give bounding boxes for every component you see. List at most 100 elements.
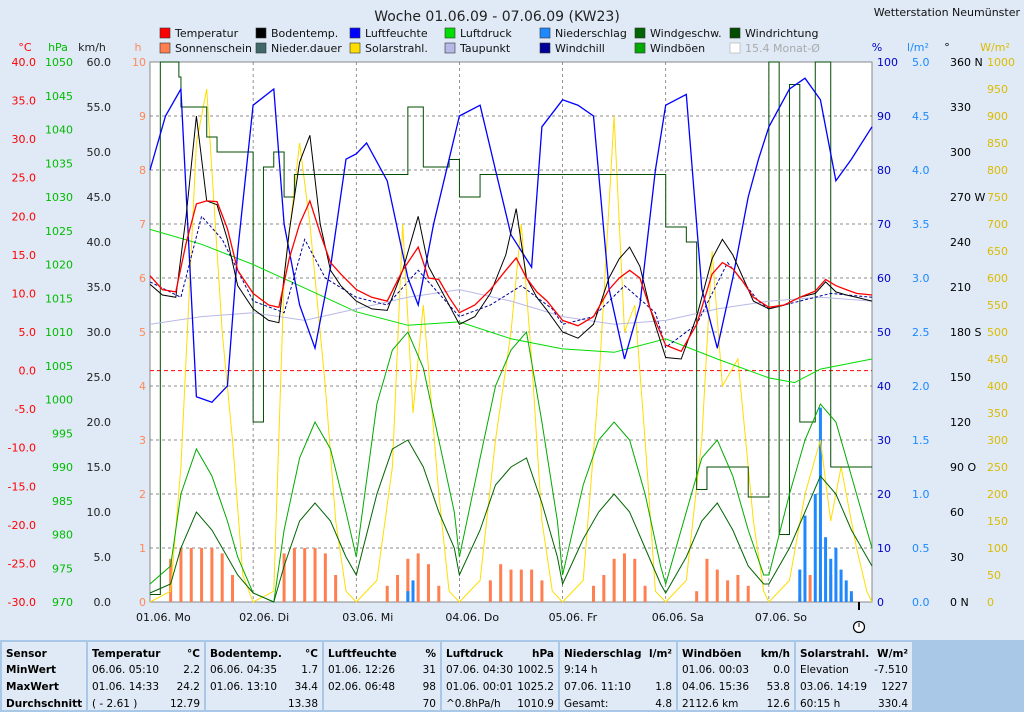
axis-tick-dir: 270 W bbox=[950, 191, 985, 204]
axis-tick-solar: 150 bbox=[987, 515, 1008, 528]
axis-tick-wind: 5.0 bbox=[94, 551, 112, 564]
stats-cell: 1.7 bbox=[301, 664, 318, 676]
axis-tick-temp: 0.0 bbox=[19, 365, 37, 378]
legend-swatch bbox=[729, 27, 741, 39]
axis-tick-humid: 20 bbox=[877, 488, 891, 501]
series-sonnenschein-bar bbox=[736, 575, 740, 602]
axis-tick-wind: 50.0 bbox=[87, 146, 112, 159]
axis-tick-temp: 5.0 bbox=[19, 326, 37, 339]
axis-tick-temp: -5.0 bbox=[15, 403, 36, 416]
axis-tick-solar: 450 bbox=[987, 353, 1008, 366]
legend-label: Temperatur bbox=[174, 27, 239, 40]
axis-tick-solar: 1000 bbox=[987, 56, 1015, 69]
axis-tick-dir: 150 bbox=[950, 371, 971, 384]
axis-tick-rain: 0.5 bbox=[912, 542, 930, 555]
axis-tick-humid: 100 bbox=[877, 56, 898, 69]
axis-tick-pres: 995 bbox=[52, 427, 73, 440]
legend-label: Windchill bbox=[555, 42, 605, 55]
series-sonnenschein-bar bbox=[746, 585, 750, 602]
axis-tick-pres: 1015 bbox=[45, 292, 73, 305]
axis-tick-dir: 360 N bbox=[950, 56, 983, 69]
x-axis-day-label: 01.06. Mo bbox=[136, 611, 191, 624]
series-niederschlag-bar bbox=[844, 580, 848, 602]
axis-tick-humid: 50 bbox=[877, 326, 891, 339]
axis-tick-dir: 300 bbox=[950, 146, 971, 159]
axis-tick-pres: 1050 bbox=[45, 56, 73, 69]
series-temperatur-line bbox=[149, 199, 873, 353]
stats-cell: 0.0 bbox=[773, 664, 790, 676]
stats-cell: 1227 bbox=[881, 681, 908, 693]
stats-cell: 2112.6 km bbox=[682, 698, 739, 710]
stats-cell: Luftfeuchte bbox=[328, 648, 397, 660]
stats-cell: 1002.5 bbox=[517, 664, 554, 676]
axis-tick-solar: 0 bbox=[987, 596, 994, 609]
axis-tick-pres: 980 bbox=[52, 529, 73, 542]
stats-cell: % bbox=[425, 648, 436, 660]
stats-cell: Bodentemp. bbox=[210, 648, 282, 660]
series-sonnenschein-bar bbox=[231, 575, 235, 602]
axis-tick-dir: 330 bbox=[950, 101, 971, 114]
series-niederschlag-bar bbox=[406, 591, 410, 602]
series-niederschlag-bar bbox=[839, 569, 843, 602]
axis-tick-temp: 35.0 bbox=[12, 95, 37, 108]
series-sonnenschein-bar bbox=[592, 585, 596, 602]
axis-tick-wind: 30.0 bbox=[87, 326, 112, 339]
stats-cell: 13.38 bbox=[287, 698, 318, 710]
stats-cell: 9:14 h bbox=[564, 664, 598, 676]
stats-cell: 01.06. 14:33 bbox=[92, 681, 159, 693]
stats-cell: 4.8 bbox=[655, 698, 672, 710]
axis-tick-hours: 6 bbox=[139, 272, 146, 285]
axis-tick-humid: 60 bbox=[877, 272, 891, 285]
series-windgeschw--line bbox=[149, 439, 873, 603]
stats-cell: hPa bbox=[532, 648, 554, 660]
axis-tick-dir: 0 N bbox=[950, 596, 969, 609]
series-sonnenschein-bar bbox=[509, 569, 513, 602]
axis-tick-temp: 40.0 bbox=[12, 56, 37, 69]
stats-cell: 34.4 bbox=[294, 681, 318, 693]
axis-tick-dir: 240 bbox=[950, 236, 971, 249]
axis-tick-solar: 100 bbox=[987, 542, 1008, 555]
series-sonnenschein-bar bbox=[643, 585, 647, 602]
series-sonnenschein-bar bbox=[200, 548, 204, 602]
axis-tick-humid: 0 bbox=[877, 596, 884, 609]
stats-cell: Sensor bbox=[6, 648, 47, 660]
legend-label: Windgeschw. bbox=[650, 27, 722, 40]
stats-column: Luftdruck hPa 07.06. 04:30 1002.5 01.06. 00:… bbox=[442, 642, 558, 710]
series-sonnenschein-bar bbox=[530, 569, 534, 602]
stats-cell: km/h bbox=[760, 648, 790, 660]
legend-label: Windrichtung bbox=[745, 27, 818, 40]
axis-tick-temp: 10.0 bbox=[12, 287, 37, 300]
stats-cell: 01.06. 00:03 bbox=[682, 664, 749, 676]
stats-cell: ( - 2.61 ) bbox=[92, 698, 138, 710]
axis-tick-wind: 35.0 bbox=[87, 281, 112, 294]
stats-column: Solarstrahl. W/m² Elevation -7.510 03.06. 14… bbox=[796, 642, 912, 710]
legend-label: Luftdruck bbox=[460, 27, 512, 40]
axis-tick-rain: 1.0 bbox=[912, 488, 930, 501]
series-sonnenschein-bar bbox=[282, 553, 286, 602]
axis-tick-rain: 1.5 bbox=[912, 434, 930, 447]
series-sonnenschein-bar bbox=[303, 548, 307, 602]
axis-tick-wind: 20.0 bbox=[87, 416, 112, 429]
axes: °C40.035.030.025.020.015.010.05.00.0-5.0… bbox=[8, 41, 1015, 609]
legend-swatch bbox=[159, 27, 171, 39]
axis-tick-wind: 55.0 bbox=[87, 101, 112, 114]
stats-cell: Temperatur bbox=[92, 648, 161, 660]
legend-swatch bbox=[539, 42, 551, 54]
axis-tick-solar: 550 bbox=[987, 299, 1008, 312]
series-sonnenschein-bar bbox=[426, 564, 430, 602]
axis-tick-pres: 1005 bbox=[45, 360, 73, 373]
stats-cell: 1025.2 bbox=[517, 681, 554, 693]
axis-tick-wind: 45.0 bbox=[87, 191, 112, 204]
series-sonnenschein-bar bbox=[416, 553, 420, 602]
series-sonnenschein-bar bbox=[499, 564, 503, 602]
stats-cell: 1.8 bbox=[655, 681, 672, 693]
series-niederschlag-bar bbox=[798, 569, 802, 602]
axis-tick-hours: 8 bbox=[139, 164, 146, 177]
axis-tick-temp: 30.0 bbox=[12, 133, 37, 146]
series-sonnenschein-bar bbox=[808, 575, 812, 602]
stats-column: Windböen km/h 01.06. 00:03 0.0 04.06. 15:36 5… bbox=[678, 642, 794, 710]
x-axis-day-label: 05.06. Fr bbox=[549, 611, 598, 624]
stats-cell: Durchschnitt bbox=[6, 698, 83, 710]
axis-tick-rain: 5.0 bbox=[912, 56, 930, 69]
axis-unit-humid: % bbox=[872, 41, 882, 54]
